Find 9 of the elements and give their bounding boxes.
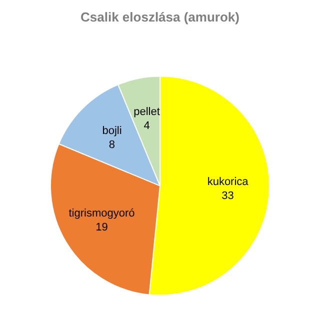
slice-label: kukorica xyxy=(207,176,250,188)
data-label: 8 xyxy=(108,138,116,151)
chart-title: Csalik eloszlása (amurok) xyxy=(80,9,240,24)
data-label: 33 xyxy=(222,190,234,202)
data-label: 4 xyxy=(144,120,150,132)
slice-label: pellet xyxy=(134,106,160,118)
slice-label: tigrismogyoró xyxy=(68,208,135,220)
data-label: 19 xyxy=(96,222,108,234)
slice-label: bojli xyxy=(102,124,122,137)
